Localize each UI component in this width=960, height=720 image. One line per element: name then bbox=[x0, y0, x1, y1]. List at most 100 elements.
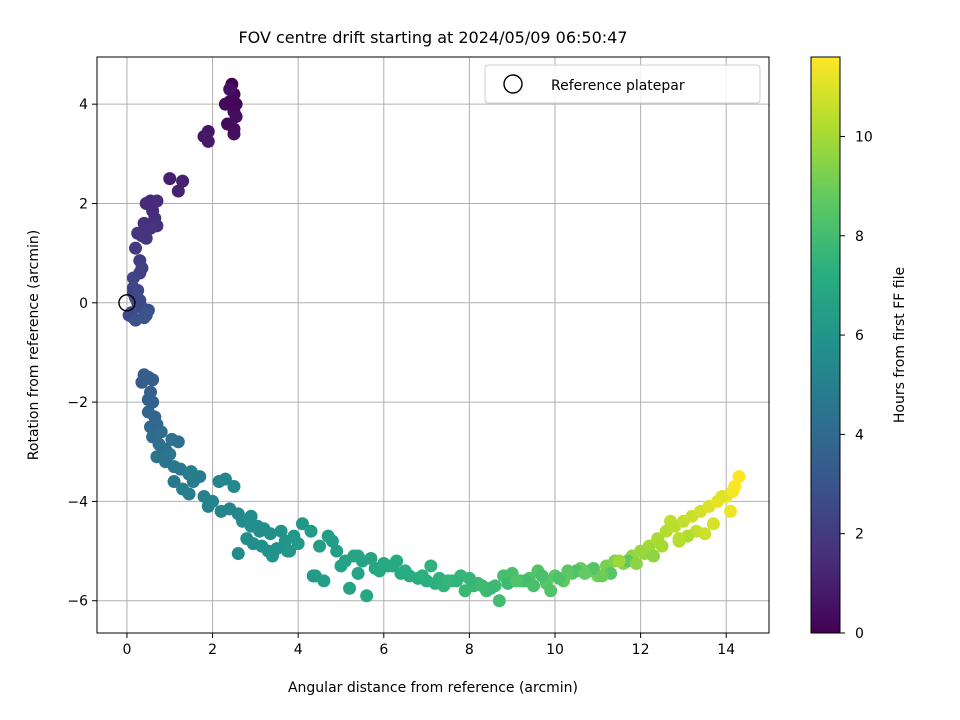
reference-platepar-marker bbox=[118, 294, 136, 312]
x-axis-ticks: 0 2 4 6 8 10 12 14 bbox=[123, 633, 735, 658]
drift-point bbox=[291, 537, 305, 551]
x-tick-label: 2 bbox=[208, 642, 217, 658]
drift-point bbox=[715, 489, 729, 503]
colorbar bbox=[810, 56, 841, 634]
legend-box bbox=[484, 64, 761, 104]
drift-point bbox=[144, 221, 158, 235]
x-tick-label: 0 bbox=[123, 642, 132, 658]
drift-point bbox=[646, 549, 660, 563]
drift-point bbox=[126, 271, 140, 285]
y-tick-label: −2 bbox=[67, 395, 88, 411]
drift-point bbox=[154, 425, 168, 439]
drift-point bbox=[544, 584, 558, 598]
drift-point bbox=[351, 566, 365, 580]
colorbar-tick-label: 0 bbox=[855, 626, 864, 642]
drift-point bbox=[304, 524, 318, 538]
x-tick-label: 8 bbox=[465, 642, 474, 658]
drift-point bbox=[313, 539, 327, 553]
drift-point bbox=[133, 293, 147, 307]
drift-point bbox=[176, 174, 190, 188]
y-tick-label: 4 bbox=[79, 97, 88, 113]
x-tick-label: 4 bbox=[294, 642, 303, 658]
colorbar-tick-label: 4 bbox=[855, 427, 864, 443]
drift-point bbox=[424, 559, 438, 573]
drift-point bbox=[595, 569, 609, 583]
drift-point bbox=[231, 547, 245, 561]
y-axis-ticks: −6 −4 −2 0 2 4 bbox=[67, 97, 97, 610]
drift-point bbox=[629, 556, 643, 570]
x-tick-label: 6 bbox=[379, 642, 388, 658]
colorbar-tick-label: 2 bbox=[855, 527, 864, 543]
drift-point bbox=[535, 569, 549, 583]
drift-point bbox=[131, 283, 145, 297]
drift-point bbox=[227, 480, 241, 494]
drift-point bbox=[227, 127, 241, 141]
drift-point bbox=[475, 579, 489, 593]
drift-point bbox=[706, 517, 720, 531]
drift-point bbox=[552, 571, 566, 585]
drift-point bbox=[280, 544, 294, 558]
drift-point bbox=[612, 554, 626, 568]
drift-point bbox=[139, 306, 153, 320]
drift-point bbox=[732, 470, 746, 484]
drift-point bbox=[334, 559, 348, 573]
drift-point bbox=[229, 110, 243, 124]
drift-point bbox=[167, 475, 181, 489]
drift-point bbox=[726, 484, 740, 498]
drift-point bbox=[223, 82, 237, 96]
drift-point bbox=[244, 509, 258, 523]
x-tick-label: 10 bbox=[546, 642, 564, 658]
drift-point bbox=[698, 527, 712, 541]
drift-point bbox=[415, 569, 429, 583]
drift-point bbox=[458, 584, 472, 598]
drift-point bbox=[206, 494, 220, 508]
data-points bbox=[118, 77, 746, 608]
y-tick-label: 0 bbox=[79, 296, 88, 312]
drift-point bbox=[509, 574, 523, 588]
drift-point bbox=[578, 566, 592, 580]
drift-point bbox=[184, 465, 198, 479]
drift-point bbox=[146, 373, 160, 387]
drift-point bbox=[163, 172, 177, 186]
drift-point bbox=[131, 226, 145, 240]
drift-point bbox=[171, 435, 185, 449]
drift-point bbox=[398, 564, 412, 578]
drift-point bbox=[561, 564, 575, 578]
drift-point bbox=[492, 594, 506, 608]
legend: Reference platepar bbox=[484, 64, 761, 104]
plot-area-frame bbox=[96, 56, 770, 634]
drift-point bbox=[306, 569, 320, 583]
x-tick-label: 12 bbox=[632, 642, 650, 658]
y-tick-label: −6 bbox=[67, 594, 88, 610]
drift-point bbox=[527, 579, 541, 593]
drift-point bbox=[360, 589, 374, 603]
colorbar-tick-label: 8 bbox=[855, 229, 864, 245]
y-tick-label: −4 bbox=[67, 494, 88, 510]
drift-point bbox=[274, 524, 288, 538]
drift-point bbox=[295, 517, 309, 531]
drift-point bbox=[265, 549, 279, 563]
drift-point bbox=[330, 544, 344, 558]
drift-point bbox=[150, 194, 164, 208]
drift-point bbox=[263, 527, 277, 541]
drift-point bbox=[655, 539, 669, 553]
drift-point bbox=[129, 241, 143, 255]
drift-point bbox=[664, 514, 678, 528]
colorbar-label: Hours from first FF file bbox=[892, 267, 908, 423]
drift-point bbox=[364, 552, 378, 566]
colorbar-ticks: 0 2 4 6 8 10 bbox=[840, 129, 873, 642]
drift-point bbox=[317, 574, 331, 588]
drift-point bbox=[325, 534, 339, 548]
drift-point bbox=[146, 395, 160, 409]
grid-lines bbox=[97, 57, 769, 633]
drift-point bbox=[351, 549, 365, 563]
drift-point bbox=[390, 554, 404, 568]
drift-point bbox=[672, 532, 686, 546]
drift-point bbox=[201, 134, 215, 148]
chart-title: FOV centre drift starting at 2024/05/09 … bbox=[238, 28, 627, 47]
drift-point bbox=[218, 472, 232, 486]
drift-point bbox=[171, 184, 185, 198]
drift-point bbox=[441, 574, 455, 588]
colorbar-tick-label: 10 bbox=[855, 129, 873, 145]
